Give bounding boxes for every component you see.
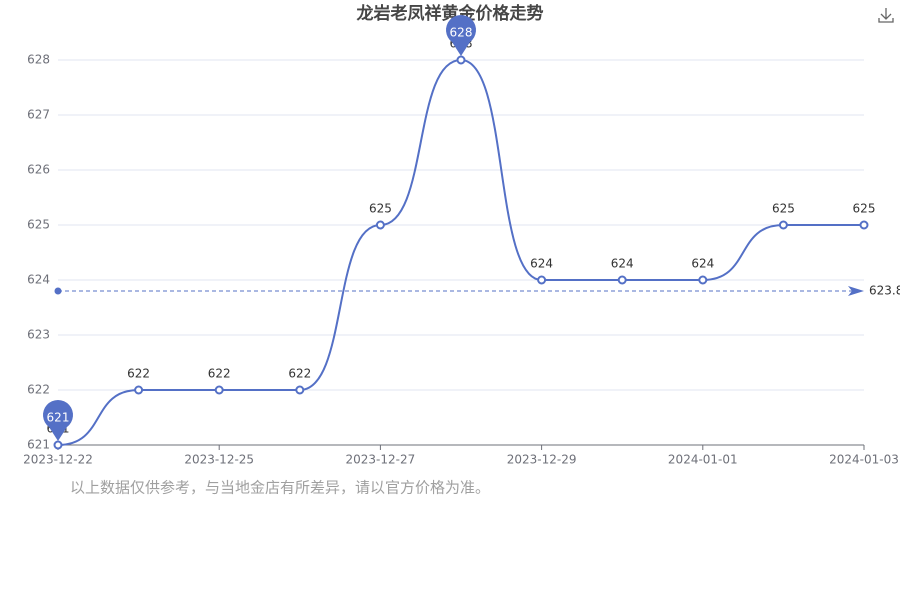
line: [57, 58, 864, 446]
mark-pin: [446, 15, 477, 57]
data-label: 622: [127, 367, 150, 381]
point: [859, 220, 869, 230]
data-label: 622: [288, 367, 311, 381]
y-tick-label: 621: [27, 438, 50, 452]
x-tick-label: 2024-01-03: [829, 453, 899, 467]
point: [778, 220, 788, 230]
data-label: 625: [853, 202, 876, 216]
y-tick-label: 627: [27, 108, 50, 122]
y-tick-label: 626: [27, 163, 50, 177]
point: [134, 385, 144, 395]
y-tick-label: 625: [27, 218, 50, 232]
point: [617, 275, 627, 285]
point: [375, 220, 385, 230]
y-tick-label: 624: [27, 273, 50, 287]
point: [456, 55, 466, 65]
chart-title: 龙岩老凤祥黄金价格走势: [356, 3, 544, 24]
average-arrow: [848, 286, 864, 296]
point: [295, 385, 305, 395]
y-tick-label: 623: [27, 328, 50, 342]
data-label: 624: [691, 257, 714, 271]
x-tick-label: 2023-12-27: [346, 453, 416, 467]
x-tick-label: 2023-12-22: [23, 453, 93, 467]
point: [214, 385, 224, 395]
average-label: 623.8: [869, 284, 900, 298]
point: [53, 440, 63, 450]
x-tick-label: 2023-12-25: [184, 453, 254, 467]
data-label: 624: [530, 257, 553, 271]
y-tick-label: 622: [27, 383, 50, 397]
data-label: 622: [208, 367, 231, 381]
data-label: 625: [369, 202, 392, 216]
mark-pin: [43, 400, 74, 441]
mark-pin-label: 628: [450, 26, 473, 40]
x-tick-label: 2023-12-29: [507, 453, 577, 467]
point: [698, 275, 708, 285]
average-start: [54, 287, 62, 295]
x-tick-label: 2024-01-01: [668, 453, 738, 467]
data-label: 625: [772, 202, 795, 216]
data-label: 624: [611, 257, 634, 271]
download-icon[interactable]: [878, 8, 894, 23]
mark-pin-label: 621: [47, 411, 70, 425]
point: [537, 275, 547, 285]
footnote: 以上数据仅供参考，与当地金店有所差异，请以官方价格为准。: [70, 479, 490, 497]
y-tick-label: 628: [27, 53, 50, 67]
